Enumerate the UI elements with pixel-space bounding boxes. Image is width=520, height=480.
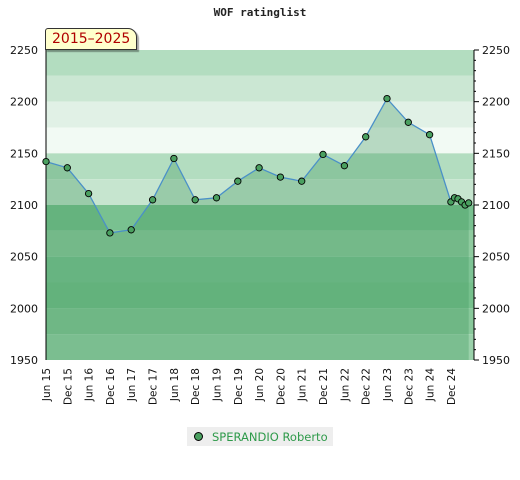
background-band — [46, 230, 474, 257]
y-tick-label-left: 2000 — [10, 302, 38, 315]
x-tick-label: Jun 18 — [169, 368, 181, 402]
y-tick-label-left: 2250 — [10, 44, 38, 57]
legend[interactable]: SPERANDIO Roberto — [187, 427, 333, 446]
x-tick-label: Dec 17 — [148, 368, 160, 405]
x-tick-label: Jun 19 — [211, 368, 223, 402]
y-axis-left: 1950 2000 2050 2100 2150 2200 2250 — [10, 44, 38, 367]
x-axis: Jun 15 Dec 15 Jun 16 Dec 16 Jun 17 Dec 17 Jun … — [41, 368, 458, 405]
y-tick-label-right: 2100 — [482, 199, 510, 212]
y-tick-label-right: 2200 — [482, 96, 510, 109]
background-bands — [46, 50, 474, 360]
data-point — [234, 177, 242, 185]
x-tick-label: Jun 15 — [41, 368, 53, 402]
x-tick-label: Dec 18 — [190, 368, 202, 405]
x-tick-label: Dec 23 — [403, 368, 415, 405]
y-tick-label-right: 2250 — [482, 44, 510, 57]
y-tick-label-left: 2100 — [10, 199, 38, 212]
background-band — [46, 75, 474, 102]
y-tick-label-left: 2200 — [10, 96, 38, 109]
data-point — [383, 94, 391, 103]
x-tick-label: Dec 24 — [446, 368, 458, 405]
data-point — [212, 194, 221, 202]
data-point — [255, 164, 263, 172]
background-band — [46, 308, 474, 335]
x-tick-label: Dec 15 — [62, 368, 74, 405]
data-point — [276, 173, 285, 181]
y-tick-label-right: 2150 — [482, 147, 510, 160]
data-point — [465, 199, 473, 207]
data-point — [63, 164, 71, 172]
data-point — [191, 196, 199, 204]
data-point — [127, 226, 135, 234]
y-tick-label-left: 1950 — [10, 354, 38, 367]
background-band — [46, 205, 474, 231]
y-tick-label-right: 2000 — [482, 302, 510, 315]
data-point — [298, 177, 306, 185]
x-tick-label: Dec 21 — [318, 368, 330, 405]
rating-area-fill — [46, 98, 469, 360]
x-tick-label: Jun 22 — [339, 368, 351, 402]
y-tick-label-right: 1950 — [482, 354, 510, 367]
y-tick-label-right: 2050 — [482, 251, 510, 264]
background-band — [46, 127, 474, 154]
x-tick-label: Dec 16 — [105, 368, 117, 405]
background-band — [46, 179, 474, 205]
x-tick-label: Jun 20 — [254, 368, 266, 402]
x-tick-label: Jun 16 — [84, 368, 96, 402]
data-point — [106, 229, 114, 237]
legend-label: SPERANDIO Roberto — [212, 429, 328, 444]
background-band — [46, 256, 474, 283]
y-tick-label-left: 2050 — [10, 251, 38, 264]
y-axis-right: 1950 2000 2050 2100 2150 2200 2250 — [474, 44, 510, 367]
data-point — [170, 154, 178, 163]
x-tick-label: Jun 21 — [297, 368, 309, 402]
background-band — [46, 334, 474, 360]
x-tick-label: Jun 17 — [126, 368, 138, 402]
chart-title: WOF ratinglist — [213, 6, 307, 19]
x-tick-label: Dec 19 — [233, 368, 245, 405]
background-band — [46, 50, 474, 76]
data-point — [148, 196, 157, 204]
rating-area — [46, 98, 469, 360]
rating-markers — [42, 94, 473, 237]
background-band — [46, 101, 474, 128]
data-point — [362, 133, 370, 141]
x-tick-label: Jun 24 — [425, 368, 437, 402]
data-point — [425, 131, 434, 139]
data-point — [404, 118, 412, 126]
legend-marker-icon — [194, 432, 203, 441]
data-point — [319, 150, 327, 159]
x-tick-label: Dec 20 — [275, 368, 287, 405]
data-point — [42, 157, 50, 166]
data-point — [340, 162, 349, 170]
x-tick-label: Jun 23 — [382, 368, 394, 402]
x-tick-label: Dec 22 — [361, 368, 373, 405]
y-tick-label-left: 2150 — [10, 147, 38, 160]
data-point — [84, 189, 93, 198]
background-band — [46, 282, 474, 309]
period-badge: 2015–2025 — [45, 28, 138, 50]
